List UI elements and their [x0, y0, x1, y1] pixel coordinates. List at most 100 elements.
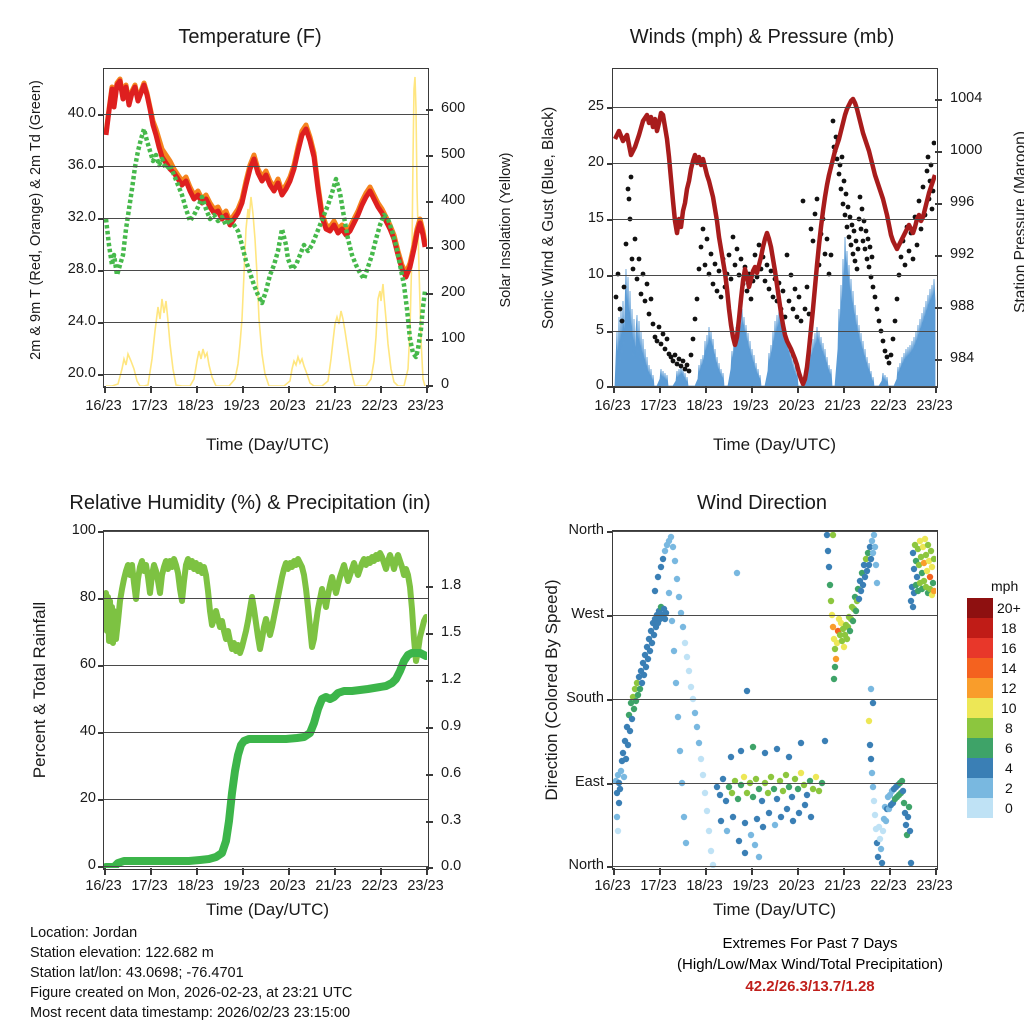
wind-direction-ytick: South: [566, 690, 604, 706]
temperature-ytick-right: 200: [441, 284, 466, 300]
temperature-xtick: 23/23: [407, 398, 444, 414]
gridline: [613, 163, 937, 165]
colorbar-swatch: [967, 798, 993, 818]
colorbar-label: 14: [1001, 660, 1017, 676]
wind-direction-xtick: 18/23: [686, 878, 723, 894]
axis-tick: [98, 218, 104, 220]
colorbar-swatch: [967, 778, 993, 798]
temperature-xtick: 16/23: [85, 398, 122, 414]
winds-xtick: 17/23: [640, 398, 677, 414]
axis-tick: [426, 155, 433, 157]
wind-direction-ytick: North: [568, 522, 604, 538]
wind-direction-xtick: 17/23: [640, 878, 677, 894]
humidity-ytick-left: 40: [79, 723, 96, 739]
wind-direction-xlabel: Time (Day/UTC): [712, 900, 837, 919]
axis-tick: [98, 665, 104, 667]
axis-tick: [98, 598, 104, 600]
winds-ytick-left: 20: [587, 154, 604, 170]
wind-direction-ytick: West: [571, 606, 604, 622]
gridline: [104, 218, 428, 220]
axis-tick: [380, 868, 382, 875]
axis-tick: [935, 359, 942, 361]
colorbar-swatch: [967, 598, 993, 618]
temperature-xtick: 21/23: [315, 398, 352, 414]
winds-ytick-right: 1004: [950, 90, 983, 106]
gridline: [104, 322, 428, 324]
wind-direction-xtick: 16/23: [594, 878, 631, 894]
humidity-xtick: 18/23: [177, 878, 214, 894]
gridline: [613, 107, 937, 109]
axis-tick: [843, 868, 845, 875]
temperature-ytick-right: 0: [441, 376, 450, 392]
temperature-ytick-right: 300: [441, 238, 466, 254]
temperature-plot-box: [98, 68, 433, 393]
humidity-xtick: 16/23: [85, 878, 122, 894]
temperature-panel: Temperature (F) 2m & 9m T (Red, Orange) …: [0, 0, 514, 480]
humidity-xtick: 23/23: [407, 878, 444, 894]
axis-tick: [426, 821, 433, 823]
axis-tick: [426, 385, 433, 387]
temperature-ytick-right: 500: [441, 146, 466, 162]
colorbar-label: 0: [1005, 800, 1013, 816]
axis-tick: [935, 99, 942, 101]
axis-tick: [426, 109, 433, 111]
wind-direction-panel: Wind Direction Direction (Colored By Spe…: [512, 480, 1024, 920]
axis-tick: [607, 107, 613, 109]
winds-xtick: 21/23: [824, 398, 861, 414]
axis-tick: [104, 386, 106, 393]
colorbar-label: 6: [1005, 740, 1013, 756]
colorbar-label: 10: [1001, 700, 1017, 716]
extremes-subtitle: (High/Low/Max Wind/Total Precipitation): [677, 956, 943, 973]
temperature-xtick: 19/23: [223, 398, 260, 414]
humidity-panel-title: Relative Humidity (%) & Precipitation (i…: [69, 492, 431, 514]
axis-tick: [288, 868, 290, 875]
gridline: [613, 275, 937, 277]
axis-tick: [426, 774, 433, 776]
axis-tick: [426, 867, 433, 869]
axis-tick: [607, 275, 613, 277]
footer-timestamp: Most recent data timestamp: 2026/02/23 2…: [30, 1005, 351, 1021]
gridline: [613, 866, 937, 868]
footer-created: Figure created on Mon, 2026-02-23, at 23…: [30, 985, 353, 1001]
temperature-ytick-left: 28.0: [67, 261, 96, 277]
axis-tick: [426, 680, 433, 682]
axis-tick: [607, 699, 613, 701]
axis-tick: [196, 386, 198, 393]
temperature-xlabel: Time (Day/UTC): [205, 435, 330, 454]
winds-ytick-right: 996: [950, 194, 975, 210]
humidity-ytick-right: 1.8: [441, 577, 462, 593]
winds-panel-title: Winds (mph) & Pressure (mb): [629, 26, 895, 48]
humidity-ytick-left: 100: [71, 522, 96, 538]
axis-tick: [426, 247, 433, 249]
humidity-ytick-right: 0.6: [441, 765, 462, 781]
winds-ytick-right: 992: [950, 246, 975, 262]
axis-tick: [935, 307, 942, 309]
temperature-ytick-right: 600: [441, 100, 466, 116]
temperature-ytick-right: 400: [441, 192, 466, 208]
axis-tick: [613, 386, 615, 393]
humidity-ytick-left: 0: [87, 857, 96, 873]
winds-xtick: 22/23: [870, 398, 907, 414]
axis-tick: [751, 868, 753, 875]
axis-tick: [426, 586, 433, 588]
footer-location: Location: Jordan: [30, 925, 138, 941]
temperature-ytick-left: 32.0: [67, 209, 96, 225]
gridline: [104, 866, 428, 868]
gridline: [613, 783, 937, 785]
gridline: [613, 699, 937, 701]
axis-tick: [705, 868, 707, 875]
colorbar-swatch: [967, 678, 993, 698]
humidity-xtick: 19/23: [223, 878, 260, 894]
humidity-ytick-right: 1.5: [441, 624, 462, 640]
axis-tick: [334, 868, 336, 875]
wind-direction-xtick: 23/23: [916, 878, 953, 894]
colorbar-swatch: [967, 638, 993, 658]
axis-tick: [150, 386, 152, 393]
axis-tick: [98, 114, 104, 116]
humidity-ytick-left: 20: [79, 790, 96, 806]
axis-tick: [659, 386, 661, 393]
winds-ytick-left: 15: [587, 210, 604, 226]
axis-tick: [607, 866, 613, 868]
axis-tick: [426, 201, 433, 203]
gridline: [613, 219, 937, 221]
